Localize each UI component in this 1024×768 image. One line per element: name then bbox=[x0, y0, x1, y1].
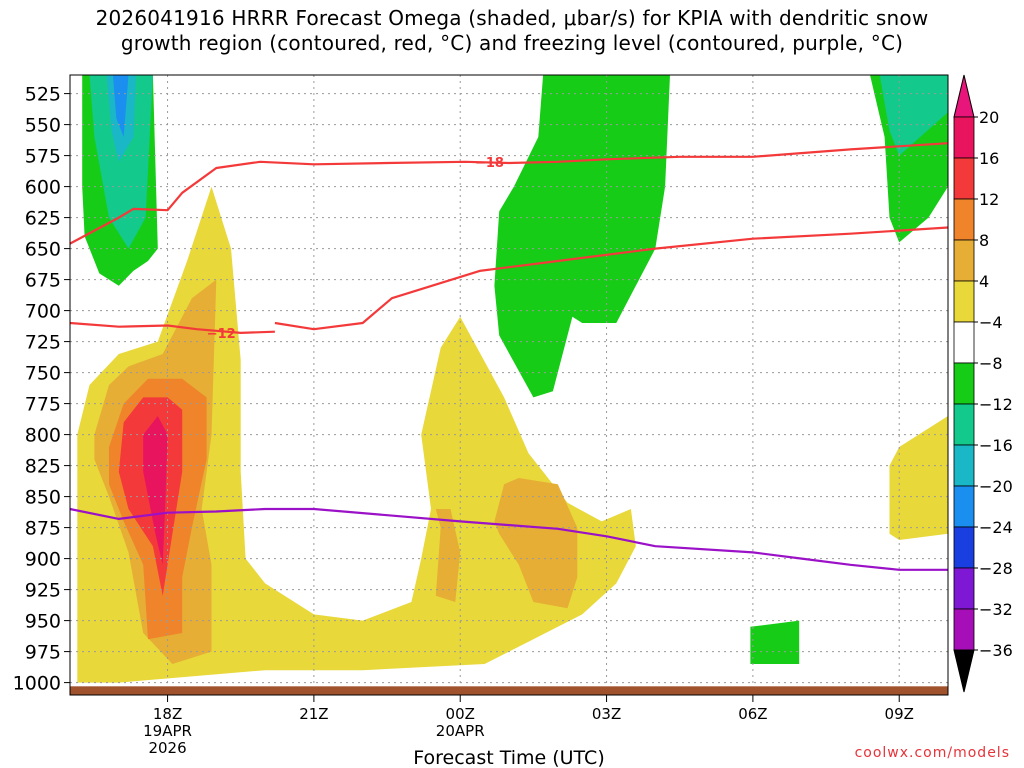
ytick-label-550: 550 bbox=[25, 115, 61, 137]
omega-region-9 bbox=[494, 75, 670, 398]
xtick-label-21Z: 21Z bbox=[299, 705, 328, 723]
ytick-label-975: 975 bbox=[25, 642, 61, 664]
plot-frame bbox=[69, 74, 949, 696]
xtick-label-09Z: 09Z bbox=[885, 705, 914, 723]
contour-label-0: −18 bbox=[475, 156, 504, 171]
colorbar-label-2: 12 bbox=[979, 190, 999, 209]
ytick-label-825: 825 bbox=[25, 456, 61, 478]
colorbar-label-4: 4 bbox=[979, 272, 989, 291]
colorbar-label-11: −28 bbox=[979, 559, 1013, 578]
colorbar-swatch-7 bbox=[953, 403, 975, 446]
colorbar-label-5: −4 bbox=[979, 313, 1003, 332]
terrain-strip bbox=[70, 686, 948, 695]
xtick-year-18Z: 2026 bbox=[148, 739, 186, 757]
colorbar: 20 16 12 8 4 −4 −8 −12 −16 −20 −24 −28 −32 −36 bbox=[953, 74, 1013, 693]
colorbar-label-12: −32 bbox=[979, 600, 1013, 619]
ytick-label-775: 775 bbox=[25, 394, 61, 416]
ytick-label-950: 950 bbox=[25, 611, 61, 633]
chart-title: 2026041916 HRRR Forecast Omega (shaded, … bbox=[0, 6, 1024, 56]
colorbar-bottom-arrow bbox=[953, 649, 975, 693]
colorbar-swatch-0 bbox=[953, 116, 975, 159]
xtick-date-18Z: 19APR bbox=[143, 722, 192, 740]
ytick-label-600: 600 bbox=[25, 177, 61, 199]
colorbar-label-3: 8 bbox=[979, 231, 989, 250]
ytick-label-900: 900 bbox=[25, 549, 61, 571]
colorbar-swatch-4 bbox=[953, 280, 975, 323]
site-credit[interactable]: coolwx.com/models bbox=[854, 745, 1010, 761]
colorbar-swatch-3 bbox=[953, 239, 975, 282]
omega-region-15 bbox=[112, 75, 129, 137]
ytick-label-525: 525 bbox=[25, 84, 61, 106]
ytick-label-850: 850 bbox=[25, 487, 61, 509]
colorbar-label-8: −16 bbox=[979, 436, 1013, 455]
colorbar-top-arrow bbox=[953, 74, 975, 118]
title-line-2: growth region (contoured, red, °C) and f… bbox=[120, 31, 904, 55]
contour-label-2: −12 bbox=[207, 327, 236, 342]
ytick-label-800: 800 bbox=[25, 425, 61, 447]
omega-region-13 bbox=[879, 75, 948, 156]
ytick-label-725: 725 bbox=[25, 332, 61, 354]
omega-shading bbox=[77, 75, 948, 683]
omega-region-12 bbox=[89, 75, 153, 249]
ytick-label-925: 925 bbox=[25, 580, 61, 602]
colorbar-swatch-8 bbox=[953, 444, 975, 487]
contour-line-2 bbox=[69, 321, 275, 334]
grid-lines bbox=[70, 75, 948, 695]
colorbar-swatch-10 bbox=[953, 526, 975, 569]
colorbar-swatch-6 bbox=[953, 362, 975, 405]
colorbar-label-13: −36 bbox=[979, 641, 1013, 660]
colorbar-swatch-11 bbox=[953, 567, 975, 610]
colorbar-label-1: 16 bbox=[979, 149, 999, 168]
contour-line-1 bbox=[274, 226, 949, 331]
omega-region-4 bbox=[435, 509, 461, 602]
omega-region-11 bbox=[750, 620, 800, 664]
colorbar-label-7: −12 bbox=[979, 395, 1013, 414]
colorbar-label-10: −24 bbox=[979, 518, 1013, 537]
terrain-fill bbox=[70, 686, 948, 695]
title-line-1: 2026041916 HRRR Forecast Omega (shaded, … bbox=[95, 6, 929, 30]
ytick-label-1000: 1000 bbox=[13, 673, 61, 695]
omega-region-3 bbox=[494, 478, 578, 609]
xtick-label-00Z: 00Z bbox=[446, 705, 475, 723]
contour-line-0 bbox=[69, 142, 949, 245]
colorbar-swatch-5 bbox=[953, 321, 975, 364]
colorbar-label-9: −20 bbox=[979, 477, 1013, 496]
colorbar-label-6: −8 bbox=[979, 354, 1003, 373]
xtick-date-00Z: 20APR bbox=[436, 722, 485, 740]
colorbar-swatch-12 bbox=[953, 608, 975, 651]
ytick-label-650: 650 bbox=[25, 239, 61, 261]
ytick-label-575: 575 bbox=[25, 146, 61, 168]
x-axis-title: Forecast Time (UTC) bbox=[413, 747, 604, 768]
axes: 525 550 575 600 625 650 675 700 725 750 775 800 825 8… bbox=[13, 84, 914, 768]
ytick-label-675: 675 bbox=[25, 270, 61, 292]
xtick-label-06Z: 06Z bbox=[738, 705, 767, 723]
xtick-label-03Z: 03Z bbox=[592, 705, 621, 723]
ytick-label-875: 875 bbox=[25, 518, 61, 540]
xtick-label-18Z: 18Z bbox=[153, 705, 182, 723]
colorbar-swatch-2 bbox=[953, 198, 975, 241]
ytick-label-625: 625 bbox=[25, 208, 61, 230]
colorbar-swatch-9 bbox=[953, 485, 975, 528]
colorbar-label-0: 20 bbox=[979, 108, 999, 127]
colorbar-swatch-1 bbox=[953, 157, 975, 200]
ytick-label-700: 700 bbox=[25, 301, 61, 323]
contour-line-3 bbox=[69, 507, 948, 571]
omega-region-1 bbox=[889, 416, 948, 683]
temperature-contours: −18 −12 bbox=[69, 142, 949, 571]
ytick-label-750: 750 bbox=[25, 363, 61, 385]
